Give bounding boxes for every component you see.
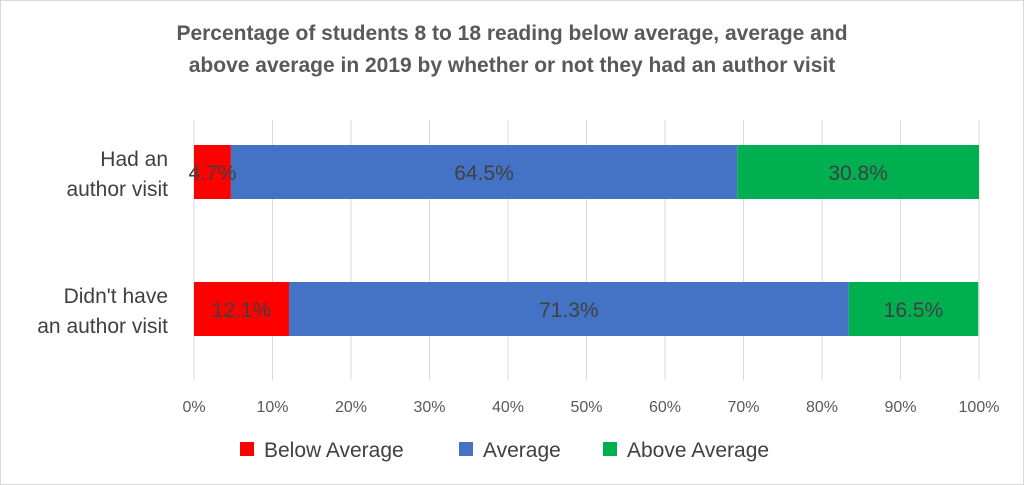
bar-above-average xyxy=(737,145,979,199)
x-tick-label: 100% xyxy=(959,399,1000,416)
x-tick-label: 90% xyxy=(884,399,916,416)
category-label: author visit xyxy=(66,178,168,201)
x-axis-ticks: 0% 10% 20% 30% 40% 50% 60% 70% 80% 90% 100% xyxy=(182,399,999,416)
x-tick-label: 20% xyxy=(335,399,367,416)
category-label: Had an xyxy=(100,148,168,171)
data-label: 71.3% xyxy=(539,299,599,322)
legend-swatch xyxy=(459,442,473,456)
legend-swatch xyxy=(240,442,254,456)
x-tick-label: 30% xyxy=(413,399,445,416)
legend-label: Average xyxy=(483,439,561,462)
bar-above-average xyxy=(848,282,979,336)
category-label: an author visit xyxy=(37,315,168,338)
bar-below-average xyxy=(194,145,231,199)
chart-title-line-1: Percentage of students 8 to 18 reading b… xyxy=(176,22,847,45)
bar-average xyxy=(288,282,849,336)
data-label: 16.5% xyxy=(884,299,944,322)
x-tick-label: 40% xyxy=(492,399,524,416)
data-label: 4.7% xyxy=(189,162,237,185)
x-tick-label: 50% xyxy=(570,399,602,416)
bar-average xyxy=(230,145,738,199)
category-labels: Had an author visit Didn't have an author v… xyxy=(37,148,168,338)
legend-swatch xyxy=(603,442,617,456)
bars xyxy=(194,145,979,336)
chart-title-line-2: above average in 2019 by whether or not … xyxy=(189,54,836,77)
x-tick-label: 80% xyxy=(806,399,838,416)
legend-label: Above Average xyxy=(627,439,769,462)
data-label: 12.1% xyxy=(212,299,272,322)
legend: Below Average Average Above Average xyxy=(240,439,769,462)
category-label: Didn't have xyxy=(64,285,168,308)
x-tick-label: 10% xyxy=(256,399,288,416)
legend-label: Below Average xyxy=(264,439,404,462)
bar-below-average xyxy=(194,282,289,336)
x-tick-label: 60% xyxy=(649,399,681,416)
x-tick-label: 0% xyxy=(182,399,205,416)
data-label: 64.5% xyxy=(454,162,514,185)
x-tick-label: 70% xyxy=(727,399,759,416)
data-label: 30.8% xyxy=(828,162,888,185)
data-labels: 4.7% 64.5% 30.8% 12.1% 71.3% 16.5% xyxy=(189,162,944,322)
